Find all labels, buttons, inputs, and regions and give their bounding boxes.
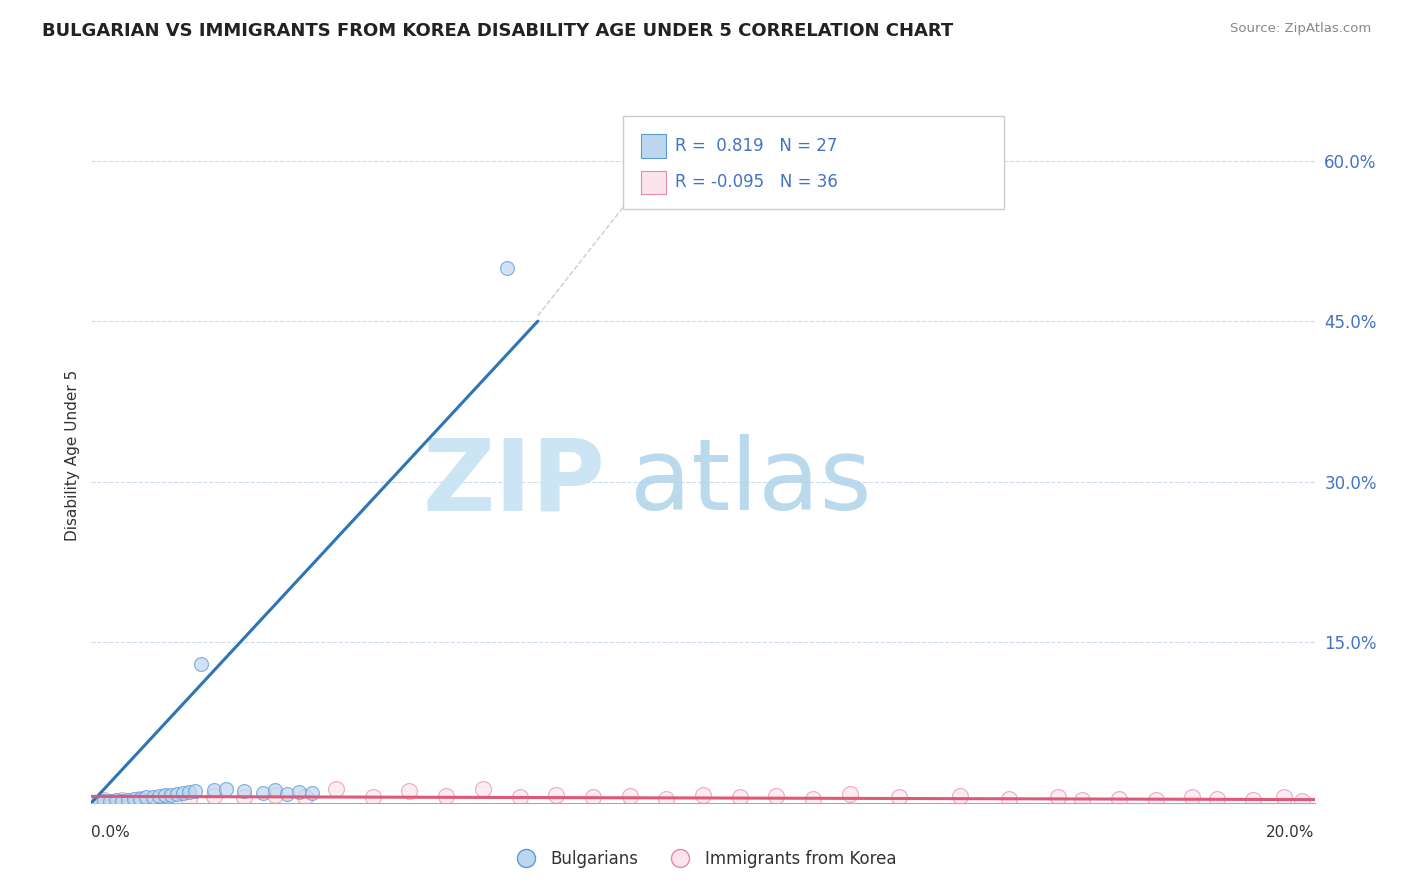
Point — [129, 791, 152, 805]
Text: R =  0.819   N = 27: R = 0.819 N = 27 — [675, 137, 837, 155]
Point — [496, 260, 519, 275]
Text: ZIP: ZIP — [422, 434, 605, 532]
Point — [398, 784, 420, 798]
Point — [166, 787, 188, 801]
Point — [1071, 792, 1094, 806]
Point — [1108, 791, 1130, 805]
Text: R = -0.095   N = 36: R = -0.095 N = 36 — [675, 173, 838, 191]
Point — [233, 790, 256, 805]
Point — [1046, 790, 1069, 805]
Text: atlas: atlas — [630, 434, 872, 532]
Point — [887, 790, 910, 805]
Point — [801, 791, 824, 805]
Point — [1291, 794, 1313, 808]
Point — [728, 790, 751, 805]
Text: Source: ZipAtlas.com: Source: ZipAtlas.com — [1230, 22, 1371, 36]
Text: 20.0%: 20.0% — [1267, 825, 1315, 840]
Point — [264, 783, 287, 797]
Legend: Bulgarians, Immigrants from Korea: Bulgarians, Immigrants from Korea — [502, 843, 904, 874]
Point — [619, 789, 641, 804]
Point — [172, 786, 194, 800]
Point — [93, 794, 115, 808]
Point — [546, 789, 568, 803]
Point — [1243, 792, 1265, 806]
Point — [325, 781, 347, 796]
Point — [655, 791, 678, 805]
Point — [264, 789, 287, 803]
Point — [111, 794, 134, 808]
Point — [104, 792, 127, 806]
Point — [135, 790, 157, 805]
Point — [122, 791, 145, 805]
Point — [361, 790, 384, 805]
Point — [233, 784, 256, 798]
Point — [148, 789, 170, 804]
Point — [294, 790, 316, 805]
Point — [1205, 791, 1227, 805]
Point — [179, 785, 201, 799]
Point — [190, 657, 212, 671]
Text: 0.0%: 0.0% — [91, 825, 131, 840]
Point — [153, 789, 176, 803]
Point — [153, 790, 176, 805]
Text: BULGARIAN VS IMMIGRANTS FROM KOREA DISABILITY AGE UNDER 5 CORRELATION CHART: BULGARIAN VS IMMIGRANTS FROM KOREA DISAB… — [42, 22, 953, 40]
Point — [509, 790, 531, 805]
Point — [111, 792, 134, 806]
Point — [202, 789, 225, 804]
Point — [692, 789, 714, 803]
Point — [86, 795, 108, 809]
Point — [179, 791, 201, 805]
Point — [202, 783, 225, 797]
Point — [160, 789, 183, 803]
Point — [184, 784, 207, 798]
Point — [252, 786, 274, 800]
Point — [765, 789, 787, 804]
Y-axis label: Disability Age Under 5: Disability Age Under 5 — [65, 369, 80, 541]
Point — [1181, 790, 1204, 805]
Point — [215, 781, 238, 796]
Point — [998, 791, 1021, 805]
Point — [301, 786, 323, 800]
Point — [471, 781, 494, 796]
Point — [838, 787, 860, 801]
Point — [1272, 790, 1295, 805]
Point — [949, 789, 972, 804]
Point — [1144, 792, 1167, 806]
Point — [582, 790, 605, 805]
Point — [129, 791, 152, 805]
Point — [288, 785, 311, 799]
Point — [117, 792, 139, 806]
Point — [141, 790, 163, 805]
Point — [98, 794, 121, 808]
Point — [434, 789, 457, 804]
Point — [276, 787, 298, 801]
Point — [93, 792, 115, 806]
